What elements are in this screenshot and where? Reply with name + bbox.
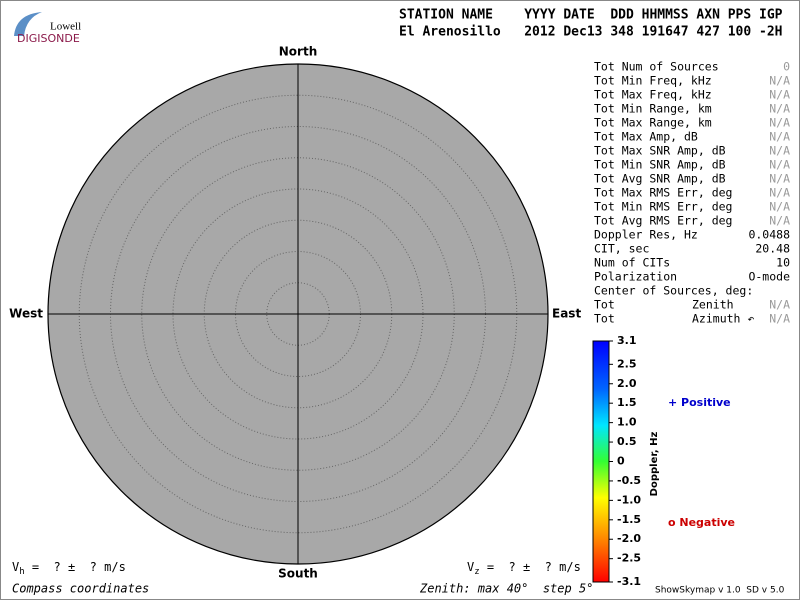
- direction-label: East: [552, 307, 581, 321]
- header-values: El Arenosillo 2012 Dec13 348 191647 427 …: [399, 25, 783, 40]
- stat-value: 20.48: [755, 242, 790, 256]
- stat-label: Doppler Res, Hz: [594, 228, 698, 242]
- colorbar-tick-label: 1.5: [617, 396, 637, 409]
- zenith-note: Zenith: max 40° step 5°: [419, 582, 593, 596]
- stat-value: N/A: [769, 130, 790, 144]
- coords-note: Compass coordinates: [12, 582, 149, 596]
- colorbar-tick-label: 2.0: [617, 377, 637, 390]
- velocity-text: = ? ± ? m/s: [480, 560, 581, 574]
- header-labels: STATION NAME YYYY DATE DDD HHMMSS AXN PP…: [399, 8, 783, 23]
- stat-label: Tot Max Amp, dB: [594, 130, 698, 144]
- stat-sublabel: Azimuth ↶: [692, 312, 754, 326]
- stat-label: Center of Sources, deg:: [594, 284, 753, 298]
- colorbar-tick-label: -3.1: [617, 575, 641, 588]
- legend-negative: o Negative: [668, 516, 735, 529]
- stat-label: Num of CITs: [594, 256, 670, 270]
- stat-value: N/A: [769, 102, 790, 116]
- stat-value: N/A: [769, 312, 790, 326]
- colorbar-tick-label: -2.0: [617, 532, 641, 545]
- colorbar: [592, 340, 610, 583]
- direction-label: West: [9, 307, 43, 321]
- stat-label: Tot: [594, 312, 615, 326]
- stat-value: N/A: [769, 74, 790, 88]
- version: ShowSkymap v 1.0 SD v 5.0: [655, 586, 785, 596]
- stat-value: N/A: [769, 200, 790, 214]
- stat-sublabel: Zenith: [692, 298, 734, 312]
- colorbar-title: Doppler, Hz: [649, 432, 660, 497]
- stat-label: Tot Max Range, km: [594, 116, 712, 130]
- logo-text: Lowell: [50, 21, 81, 33]
- stat-label: Tot Avg RMS Err, deg: [594, 214, 732, 228]
- colorbar-tick-label: 0.5: [617, 435, 637, 448]
- legend-positive: + Positive: [668, 396, 731, 409]
- stat-label: CIT, sec: [594, 242, 649, 256]
- colorbar-tick-label: 3.1: [617, 334, 637, 347]
- colorbar-tick-label: -0.5: [617, 474, 641, 487]
- stat-value: 0: [783, 60, 790, 74]
- stat-label: Tot Max RMS Err, deg: [594, 186, 732, 200]
- stat-value: O-mode: [748, 270, 790, 284]
- stat-label: Tot Min Range, km: [594, 102, 712, 116]
- colorbar-tick-label: 2.5: [617, 357, 637, 370]
- stat-value: 10: [776, 256, 790, 270]
- colorbar-tick-label: -1.5: [617, 513, 641, 526]
- stat-value: N/A: [769, 186, 790, 200]
- stat-label: Tot Min RMS Err, deg: [594, 200, 732, 214]
- stat-value: N/A: [769, 116, 790, 130]
- stat-value: N/A: [769, 158, 790, 172]
- velocity: Vh = ? ± ? m/s: [12, 560, 126, 577]
- stat-label: Polarization: [594, 270, 677, 284]
- velocity-symbol: V: [12, 560, 19, 574]
- stat-label: Tot: [594, 298, 615, 312]
- velocity: Vz = ? ± ? m/s: [467, 560, 581, 577]
- stat-value: N/A: [769, 214, 790, 228]
- colorbar-tick-label: -2.5: [617, 552, 641, 565]
- skymap: [47, 63, 549, 565]
- logo-text: DIGISONDE: [17, 32, 80, 45]
- velocity-symbol: V: [467, 560, 474, 574]
- colorbar-tick-label: -1.0: [617, 493, 641, 506]
- colorbar-tick-label: 1.0: [617, 416, 637, 429]
- stat-label: Tot Min SNR Amp, dB: [594, 158, 726, 172]
- velocity-text: = ? ± ? m/s: [25, 560, 126, 574]
- stat-label: Tot Min Freq, kHz: [594, 74, 712, 88]
- stat-value: N/A: [769, 144, 790, 158]
- stat-label: Tot Avg SNR Amp, dB: [594, 172, 726, 186]
- velocity-subscript: h: [19, 567, 24, 577]
- velocity-subscript: z: [474, 567, 479, 577]
- stat-value: 0.0488: [748, 228, 790, 242]
- stat-label: Tot Max Freq, kHz: [594, 88, 712, 102]
- stat-value: N/A: [769, 88, 790, 102]
- direction-label: North: [279, 45, 317, 59]
- logo-swoosh: [14, 12, 42, 36]
- stat-value: N/A: [769, 298, 790, 312]
- colorbar-tick-label: 0: [617, 455, 625, 468]
- stat-label: Tot Num of Sources: [594, 60, 719, 74]
- stat-value: N/A: [769, 172, 790, 186]
- direction-label: South: [278, 567, 318, 581]
- stat-label: Tot Max SNR Amp, dB: [594, 144, 726, 158]
